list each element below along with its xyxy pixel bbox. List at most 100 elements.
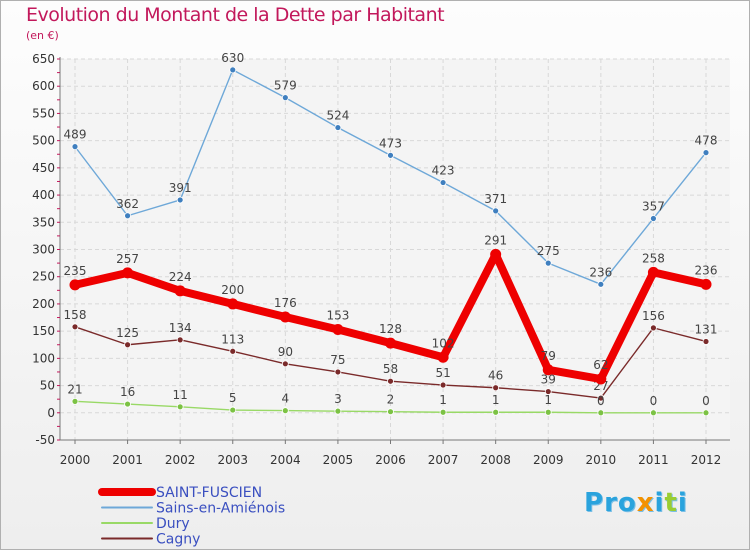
x-tick-label: 2011 xyxy=(638,453,669,467)
data-label: 3 xyxy=(334,392,342,406)
data-point xyxy=(334,124,342,131)
logo-letter: i xyxy=(654,488,665,518)
data-point xyxy=(597,394,605,402)
legend-label-cagny: Cagny xyxy=(156,532,200,548)
data-point xyxy=(702,149,710,157)
data-label: 236 xyxy=(695,263,718,277)
data-point xyxy=(702,338,710,345)
data-point xyxy=(597,409,605,417)
x-tick-label: 2001 xyxy=(112,453,143,467)
data-point xyxy=(334,407,342,415)
data-label: 224 xyxy=(169,270,192,284)
data-point xyxy=(122,267,134,279)
data-point xyxy=(71,323,79,331)
data-point xyxy=(542,364,554,376)
data-point xyxy=(439,381,447,389)
data-label: 630 xyxy=(221,51,244,65)
data-label: 75 xyxy=(330,353,345,367)
data-label: 291 xyxy=(484,233,507,247)
data-point xyxy=(647,266,659,278)
data-point xyxy=(124,212,131,220)
y-tick-label: 300 xyxy=(32,243,55,257)
data-label: 258 xyxy=(642,251,665,265)
x-tick-label: 2002 xyxy=(165,453,196,467)
data-point xyxy=(387,151,394,159)
x-tick-label: 2005 xyxy=(323,453,354,467)
data-point xyxy=(332,324,344,336)
series-sains-en-ami-nois: 489 362 391 630 579 524 473 423 371 275 236 357 478 xyxy=(64,51,717,288)
data-label: 51 xyxy=(435,366,450,380)
y-tick-label: 250 xyxy=(32,270,55,284)
data-point xyxy=(492,207,500,215)
y-tick-label: -50 xyxy=(35,433,55,447)
x-tick-label: 2009 xyxy=(533,453,564,467)
data-label: 371 xyxy=(484,192,507,206)
data-label: 128 xyxy=(379,322,402,336)
proxiti-logo: Proxiti xyxy=(584,488,688,518)
y-tick-label: 450 xyxy=(32,161,55,175)
data-point xyxy=(71,397,79,405)
data-point xyxy=(437,351,449,363)
data-point xyxy=(387,408,394,416)
data-label: 90 xyxy=(278,345,293,359)
legend-label-dury: Dury xyxy=(156,516,190,532)
data-label: 113 xyxy=(221,332,244,346)
plot-area xyxy=(60,59,730,440)
data-point xyxy=(492,408,500,416)
data-point xyxy=(176,336,184,344)
x-tick-label: 2007 xyxy=(428,453,459,467)
data-point xyxy=(281,360,289,368)
y-tick-label: 200 xyxy=(32,297,55,311)
y-tick-label: 0 xyxy=(47,406,55,420)
data-label: 158 xyxy=(64,308,87,322)
y-tick-label: 100 xyxy=(32,351,55,365)
data-point xyxy=(385,337,396,349)
data-label: 275 xyxy=(537,244,560,258)
data-point xyxy=(174,285,186,297)
data-label: 134 xyxy=(169,321,192,335)
data-point xyxy=(176,196,184,204)
data-label: 579 xyxy=(274,79,297,93)
x-tick-label: 2003 xyxy=(217,453,248,467)
data-label: 2 xyxy=(387,393,395,407)
data-label: 39 xyxy=(541,373,556,387)
legend-label-saint-fuscien: SAINT-FUSCIEN xyxy=(156,485,262,501)
series-dury: 21 16 11 5 4 3 2 1 1 1 0 0 0 xyxy=(67,382,710,417)
data-point xyxy=(597,280,605,288)
data-label: 257 xyxy=(116,252,139,266)
data-label: 1 xyxy=(544,393,552,407)
data-label: 0 xyxy=(597,394,605,408)
y-tick-label: 150 xyxy=(32,324,55,338)
data-label: 362 xyxy=(116,197,139,211)
data-label: 156 xyxy=(642,309,665,323)
x-tick-label: 2006 xyxy=(375,453,406,467)
data-label: 524 xyxy=(326,109,349,123)
data-label: 11 xyxy=(173,388,188,402)
y-tick-label: 550 xyxy=(32,106,55,120)
data-label: 489 xyxy=(64,128,87,142)
y-tick-label: 350 xyxy=(32,215,55,229)
data-point xyxy=(650,215,657,222)
data-point xyxy=(650,324,657,332)
data-point xyxy=(124,341,131,349)
y-tick-label: 400 xyxy=(32,188,55,202)
data-label: 1 xyxy=(439,393,447,407)
data-point xyxy=(229,347,237,355)
logo-letter: o xyxy=(617,488,637,518)
data-point xyxy=(595,373,607,385)
chart-title: Evolution du Montant de la Dette par Hab… xyxy=(26,4,445,26)
data-label: 0 xyxy=(650,394,658,408)
data-point xyxy=(544,259,552,267)
data-point xyxy=(439,408,447,416)
data-label: 0 xyxy=(702,394,710,408)
logo-letter: x xyxy=(636,488,655,518)
data-label: 391 xyxy=(169,181,192,195)
data-label: 21 xyxy=(67,382,82,396)
y-tick-label: 600 xyxy=(32,79,55,93)
data-point xyxy=(227,298,239,310)
x-tick-label: 2010 xyxy=(586,453,617,467)
legend-label-sains-en-ami-nois: Sains-en-Amiénois xyxy=(156,501,285,517)
x-tick-label: 2000 xyxy=(60,453,91,467)
data-label: 5 xyxy=(229,391,237,405)
